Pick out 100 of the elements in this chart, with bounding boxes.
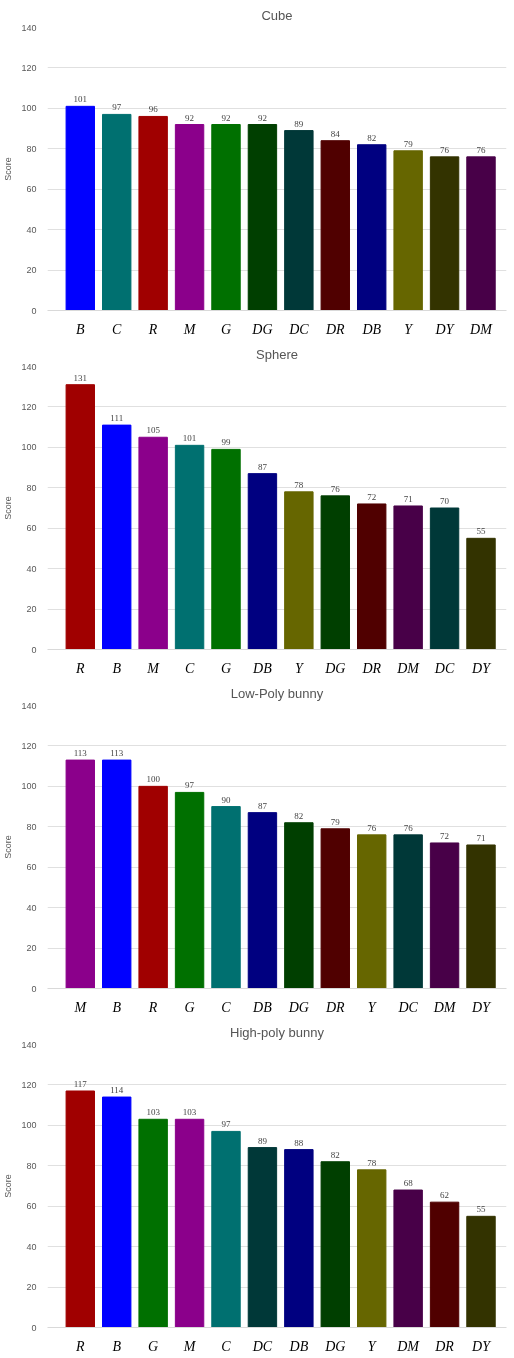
- bar: [138, 436, 168, 650]
- x-tick-label: R: [147, 321, 158, 337]
- bar: [174, 124, 205, 311]
- bar: [247, 124, 278, 311]
- x-tick-label: R: [75, 660, 86, 676]
- bar: [320, 828, 350, 989]
- data-label: 76: [330, 483, 341, 494]
- bar: [174, 444, 205, 650]
- data-label: 117: [73, 1078, 88, 1089]
- x-tick-label: Y: [404, 321, 415, 337]
- data-label: 99: [221, 437, 231, 448]
- data-label: 87: [257, 461, 268, 472]
- x-tick-label: Y: [367, 999, 378, 1015]
- data-label: 131: [73, 372, 88, 383]
- bar: [247, 473, 278, 650]
- bar: [429, 156, 460, 311]
- y-axis-title: Score: [3, 496, 14, 520]
- y-tick-label: 20: [26, 265, 37, 276]
- data-label: 88: [294, 1137, 304, 1148]
- y-tick-label: 140: [21, 22, 37, 33]
- x-tick-label: B: [112, 1338, 122, 1354]
- x-tick-label: DG: [324, 660, 346, 676]
- bar: [102, 113, 132, 311]
- bar: [102, 424, 132, 650]
- bar: [247, 1147, 278, 1328]
- x-tick-label: DC: [397, 999, 419, 1015]
- x-tick-label: DR: [324, 999, 346, 1015]
- x-tick-label: DG: [324, 1338, 346, 1354]
- y-tick-label: 80: [26, 1160, 37, 1171]
- bar: [466, 537, 496, 650]
- data-label: 79: [330, 816, 341, 827]
- bar: [284, 1149, 314, 1328]
- x-tick-label: M: [182, 321, 197, 337]
- y-tick-label: 120: [21, 740, 37, 751]
- data-label: 97: [221, 1119, 231, 1130]
- x-tick-label: M: [146, 660, 161, 676]
- x-tick-label: DR: [324, 321, 346, 337]
- data-label: 82: [367, 132, 377, 143]
- x-tick-label: G: [184, 999, 195, 1015]
- y-tick-label: 80: [26, 482, 37, 493]
- x-tick-label: DG: [251, 321, 273, 337]
- data-label: 79: [403, 138, 414, 149]
- x-tick-label: DC: [251, 1338, 273, 1354]
- x-tick-label: C: [221, 999, 232, 1015]
- x-tick-label: DM: [469, 321, 494, 337]
- x-tick-label: DR: [434, 1338, 455, 1354]
- x-tick-label: DM: [396, 660, 421, 676]
- bar: [211, 806, 241, 989]
- bar: [247, 812, 278, 989]
- x-tick-label: DY: [471, 1338, 493, 1354]
- bar: [429, 842, 460, 989]
- chart-title: Cube: [261, 7, 293, 23]
- bar: [138, 785, 168, 989]
- y-tick-label: 100: [21, 781, 37, 792]
- data-label: 72: [367, 491, 377, 502]
- x-tick-label: DY: [434, 321, 456, 337]
- data-label: 101: [73, 94, 88, 105]
- bar: [393, 505, 423, 650]
- data-label: 96: [148, 104, 159, 115]
- x-tick-label: R: [75, 1338, 86, 1354]
- y-tick-label: 20: [26, 604, 37, 615]
- x-tick-label: DY: [471, 999, 493, 1015]
- data-label: 76: [476, 144, 486, 155]
- chart-title: Sphere: [256, 346, 298, 362]
- y-axis-title: Score: [3, 157, 14, 181]
- data-label: 97: [112, 102, 122, 113]
- x-tick-label: C: [221, 1338, 232, 1354]
- bar: [393, 150, 423, 311]
- data-label: 87: [257, 800, 268, 811]
- bar: [65, 384, 95, 650]
- y-tick-label: 40: [26, 563, 37, 574]
- bar: [320, 495, 350, 650]
- x-tick-label: DB: [361, 321, 382, 337]
- y-tick-label: 140: [21, 1039, 37, 1050]
- x-tick-label: B: [112, 999, 122, 1015]
- x-tick-label: C: [184, 660, 195, 676]
- y-tick-label: 60: [26, 523, 37, 534]
- y-tick-label: 60: [26, 1201, 37, 1212]
- y-tick-label: 100: [21, 1120, 37, 1131]
- bar: [466, 1215, 496, 1328]
- bar: [466, 844, 496, 989]
- chart-title: Low-Poly bunny: [230, 685, 324, 701]
- x-tick-label: M: [73, 999, 88, 1015]
- data-label: 103: [182, 1107, 197, 1118]
- x-tick-label: DG: [287, 999, 309, 1015]
- data-label: 78: [294, 479, 304, 490]
- bar: [320, 1161, 350, 1328]
- bar: [357, 503, 387, 650]
- bar: [65, 105, 95, 311]
- y-tick-label: 80: [26, 143, 37, 154]
- data-label: 90: [221, 794, 231, 805]
- bar: [284, 130, 314, 311]
- y-tick-label: 100: [21, 442, 37, 453]
- x-tick-label: DC: [288, 321, 310, 337]
- y-tick-label: 20: [26, 1282, 37, 1293]
- x-tick-label: B: [76, 321, 86, 337]
- chart-title: High-poly bunny: [230, 1024, 325, 1040]
- x-tick-label: G: [220, 660, 232, 676]
- y-tick-label: 140: [21, 361, 37, 372]
- data-label: 105: [146, 425, 161, 436]
